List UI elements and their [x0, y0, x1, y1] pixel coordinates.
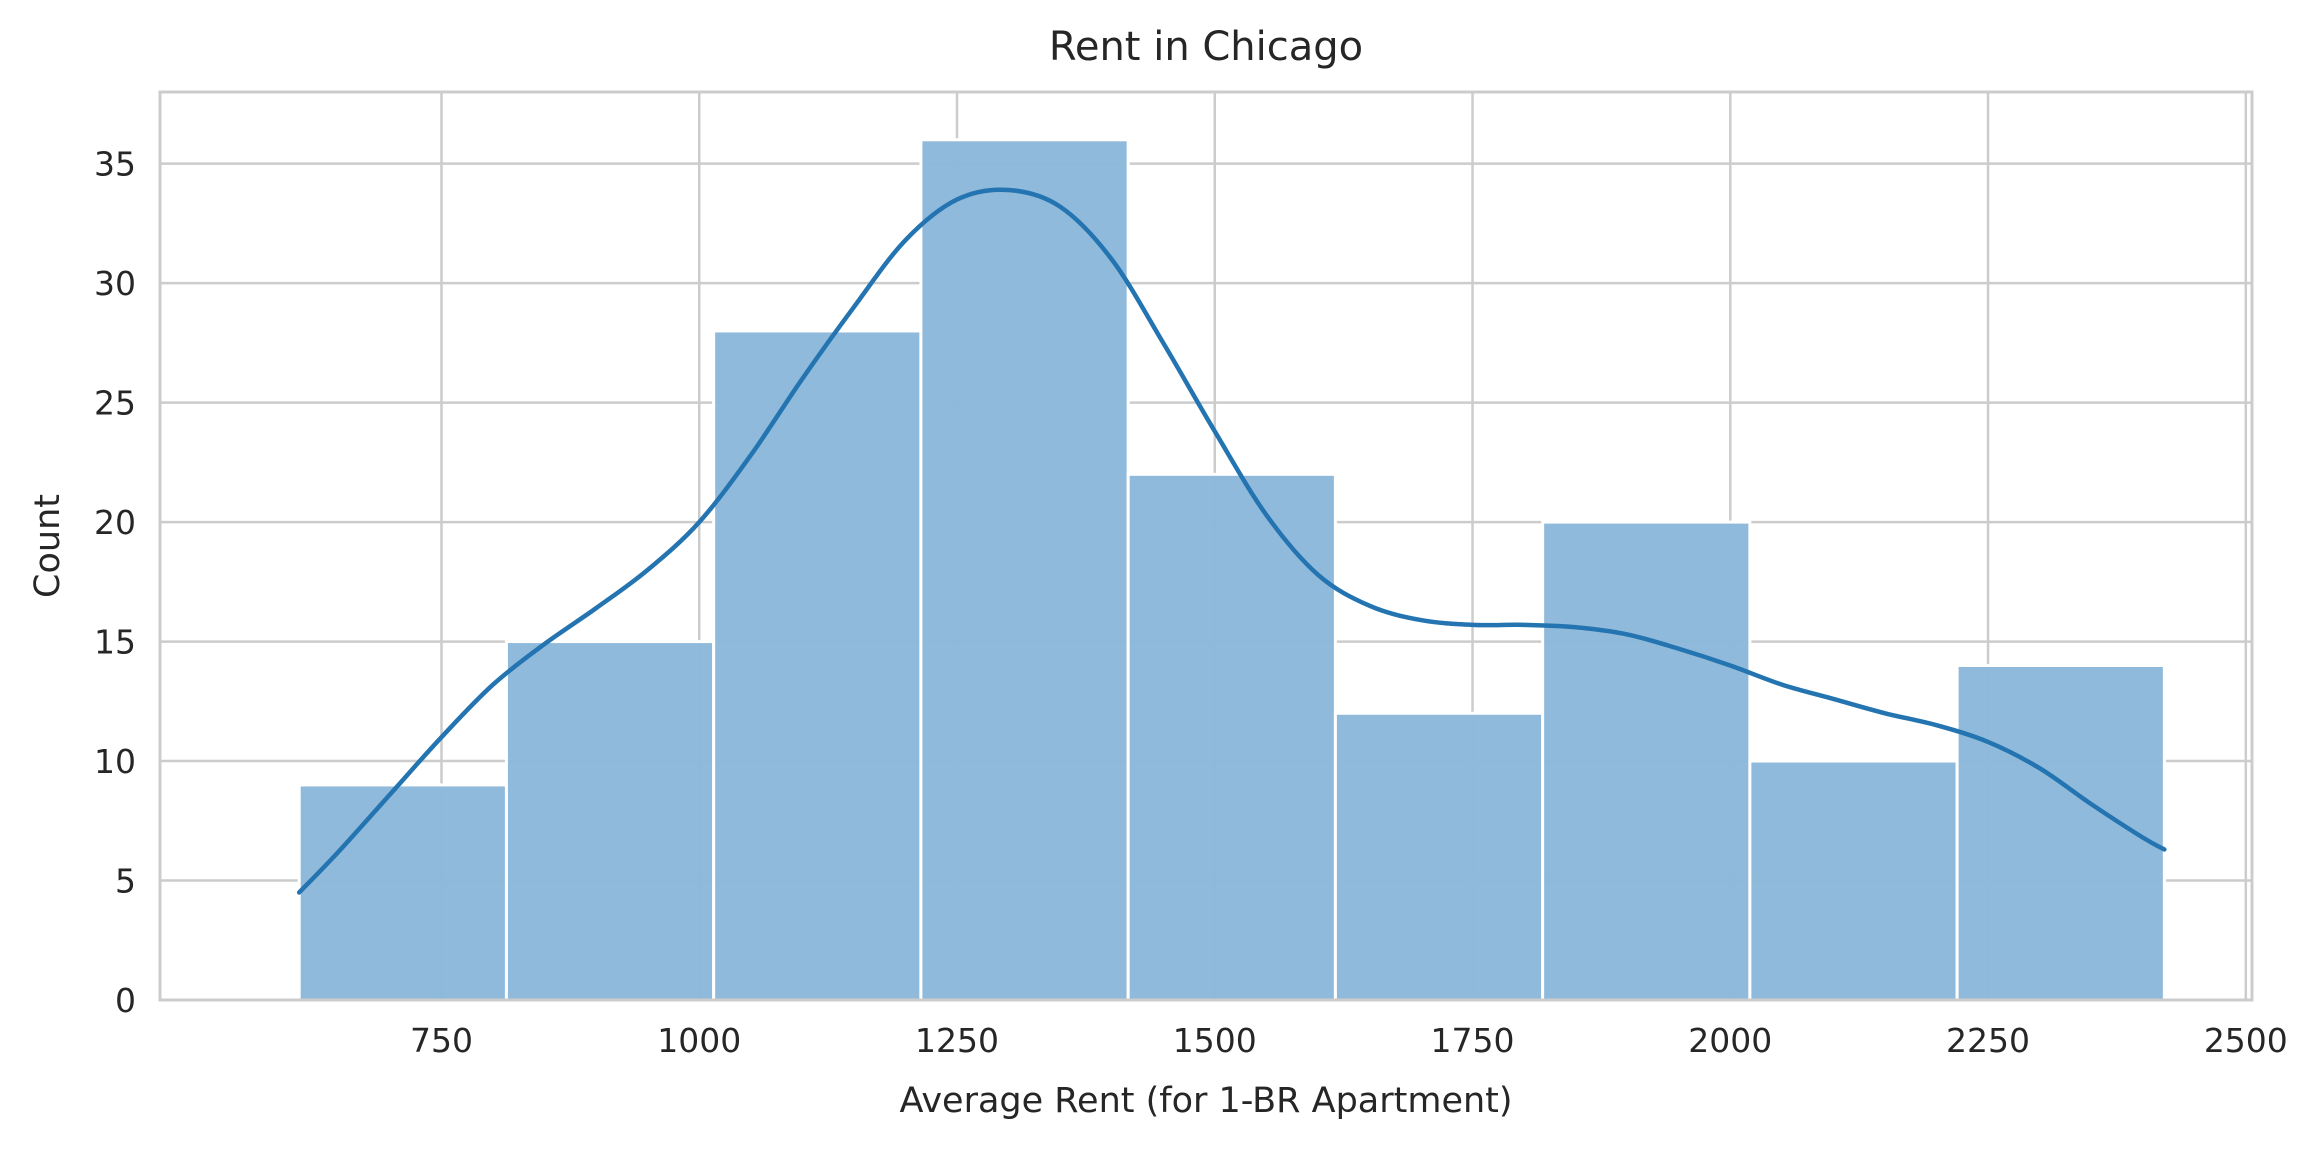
- x-tick-label: 750: [410, 1021, 473, 1060]
- histogram-bar: [1333, 711, 1545, 1002]
- chart-title: Rent in Chicago: [1049, 24, 1363, 70]
- y-tick-label: 5: [115, 862, 136, 901]
- histogram-bar: [1541, 520, 1752, 1002]
- histogram-bar: [1748, 759, 1959, 1002]
- histogram-bar: [504, 640, 716, 1002]
- histogram-bar: [1126, 472, 1337, 1002]
- histogram-bar: [712, 329, 923, 1002]
- x-tick-label: 1250: [915, 1021, 999, 1060]
- y-axis-ticks: 0 5 10 15 20 25 30 35: [94, 145, 136, 1020]
- x-axis-ticks: 750 1000 1250 1500 1750 2000 2250 2500: [410, 1021, 2288, 1060]
- x-axis-label: Average Rent (for 1-BR Apartment): [899, 1081, 1512, 1121]
- histogram-bars: [297, 138, 2166, 1002]
- kde-curve-layer: [296, 187, 2167, 895]
- x-tick-label: 2250: [1946, 1021, 2030, 1060]
- y-tick-label: 0: [115, 981, 136, 1020]
- kde-curve: [296, 187, 2167, 895]
- plot-frame: [158, 90, 2254, 1002]
- histogram-bar: [297, 783, 508, 1002]
- y-tick-label: 15: [94, 623, 136, 662]
- histogram-bar: [919, 138, 1130, 1002]
- x-tick-label: 1750: [1431, 1021, 1515, 1060]
- y-tick-label: 35: [94, 145, 136, 184]
- y-tick-label: 20: [94, 503, 136, 542]
- y-axis-label: Count: [28, 494, 68, 598]
- x-tick-label: 2500: [2204, 1021, 2288, 1060]
- histogram-bar: [1955, 663, 2166, 1002]
- x-tick-label: 2000: [1688, 1021, 1772, 1060]
- y-tick-label: 30: [94, 264, 136, 303]
- x-tick-label: 1000: [657, 1021, 741, 1060]
- x-tick-label: 1500: [1173, 1021, 1257, 1060]
- y-tick-label: 10: [94, 742, 136, 781]
- y-tick-label: 25: [94, 384, 136, 423]
